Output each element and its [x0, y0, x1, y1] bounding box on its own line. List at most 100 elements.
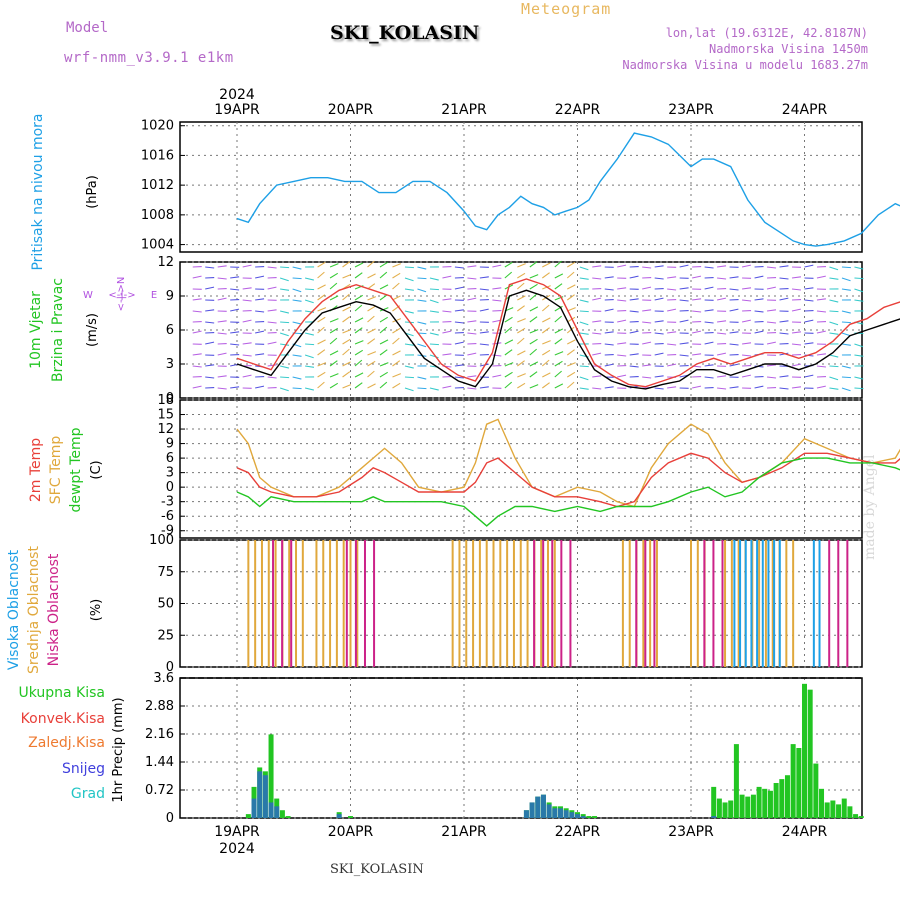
wind-barb [854, 288, 864, 293]
clouds-tick-label: 50 [157, 597, 174, 612]
wind-barb [342, 316, 351, 323]
wind-barb [554, 283, 563, 290]
wind-barb [504, 381, 513, 389]
wind-barb [504, 339, 514, 345]
wind-barb [267, 286, 277, 290]
wind-barb [392, 382, 401, 389]
wind-barb [829, 321, 839, 326]
wind-barb [442, 275, 452, 279]
precip-snow-bar [257, 771, 263, 818]
wind-barb [367, 351, 377, 356]
wind-barb [791, 386, 802, 389]
temperature-tick-label: 15 [157, 408, 174, 423]
wind-barb [841, 365, 851, 369]
wind-barb [754, 310, 764, 313]
wind-barb [754, 385, 764, 389]
wind-barb [492, 299, 502, 302]
wind-barb [354, 349, 364, 356]
wind-barb [192, 353, 202, 356]
wind-barb [541, 272, 550, 279]
wind-barb [579, 376, 589, 381]
wind-tick-label: 3 [166, 357, 174, 372]
precip-snow-bar [580, 816, 586, 818]
wind-barb [292, 354, 302, 357]
wind-barb [392, 263, 402, 268]
wind-barb [717, 320, 727, 323]
wind-barb [379, 261, 388, 268]
wind-barb [367, 370, 375, 378]
wind-barb [492, 319, 502, 323]
wind-barb [604, 343, 614, 346]
wind-barb [554, 351, 564, 356]
wind-barb [554, 305, 563, 312]
top-date-label: 23APR [668, 102, 714, 118]
dewpt-line [236, 457, 900, 527]
wind-barb [804, 299, 814, 302]
wind-barb [579, 299, 589, 303]
wind-barb [242, 342, 252, 345]
wind-barb [392, 360, 401, 367]
wind-barb [217, 375, 227, 378]
wind-barb [292, 288, 302, 293]
wind-barb [541, 359, 550, 367]
wind-barb [604, 288, 614, 291]
precip-tick-label: 1.44 [145, 755, 174, 770]
altitude-text: Nadmorska Visina 1450m [709, 42, 868, 56]
wind-barb [629, 298, 639, 301]
wind-barb [579, 321, 589, 326]
cloud-ylabel-1: Visoka Oblacnost [6, 549, 22, 670]
bottom-date-label: 24APR [782, 824, 828, 840]
top-date-label: 19APR [214, 102, 260, 118]
wind-barb [230, 276, 240, 279]
precip-total-bar [268, 734, 274, 818]
wind-barb [679, 354, 689, 357]
wind-barb [329, 318, 339, 323]
wind-barb [504, 326, 513, 334]
wind-barb [317, 339, 326, 345]
wind-barb [417, 299, 427, 302]
precip-tick-label: 3.6 [153, 671, 174, 686]
precip-total-bar [779, 779, 785, 818]
wind-barb [217, 332, 227, 335]
wind-barb [217, 265, 227, 268]
wind-barb [442, 385, 452, 389]
wind-barb [329, 360, 338, 367]
wind-barb [317, 261, 326, 268]
wind-barb [816, 330, 826, 334]
wind-barb [467, 265, 477, 268]
wind-barb [404, 277, 414, 282]
wind-barb [354, 272, 363, 279]
wind-barb [317, 349, 326, 356]
wind-barb [192, 330, 202, 334]
compass-ns: <-|->N [116, 277, 127, 312]
wind-barb [379, 307, 389, 312]
precip-total-bar [858, 816, 864, 818]
wind-barb [642, 309, 652, 312]
compass-e: E [151, 290, 157, 301]
wind-barb [829, 365, 839, 368]
bottom-date-label: 21APR [441, 824, 487, 840]
wind-barb [766, 266, 777, 269]
wind-barb [729, 276, 739, 279]
wind-barb [554, 260, 562, 268]
wind-barb [317, 294, 326, 301]
wind-barb [230, 386, 240, 389]
wind-barb [417, 288, 427, 293]
wind-barb [329, 337, 338, 345]
precip-snow-bar [575, 814, 580, 818]
precip-tick-label: 0 [166, 811, 174, 826]
wind-barb [492, 354, 502, 357]
precip-total-bar [836, 804, 842, 818]
wind-barb [454, 309, 464, 312]
wind-barb [567, 307, 576, 312]
wind-barb [729, 331, 739, 334]
wind-barb [754, 298, 764, 301]
wind-barb [567, 339, 576, 345]
wind-barb [554, 273, 564, 279]
precip-snow-bar [557, 808, 563, 818]
wind-barb [479, 288, 489, 291]
wind-barb [841, 310, 851, 314]
cloud-ylabel-2: Srednja Oblacnost [26, 546, 42, 674]
wind-barb [429, 299, 439, 304]
wind-barb [554, 315, 562, 323]
